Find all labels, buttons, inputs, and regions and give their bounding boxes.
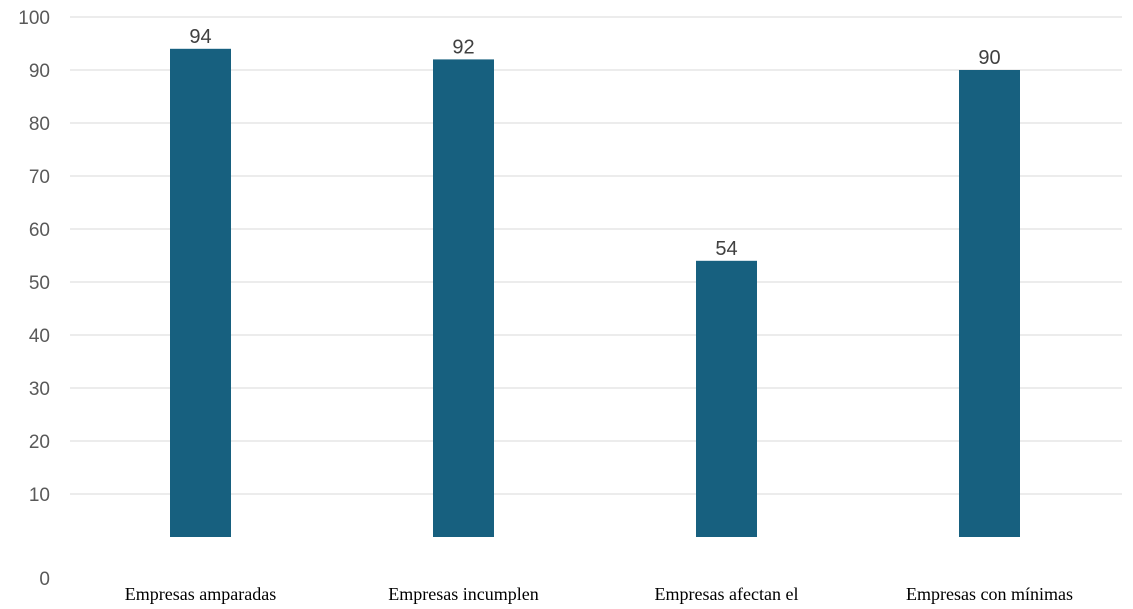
data-label: 94 [189,26,211,48]
bar [696,260,757,537]
data-label: 54 [715,238,737,260]
data-label: 90 [978,47,1000,69]
y-tick-label: 0 [39,569,50,590]
x-category-label: Empresas amparadas [125,584,276,604]
y-tick-label: 70 [29,167,50,188]
y-tick-label: 100 [18,8,50,29]
bar [170,48,231,538]
data-label: 92 [452,36,474,58]
y-tick-label: 30 [29,379,50,400]
x-category-label: Empresas con mínimas [906,584,1073,604]
x-category-label: Empresas incumplen [388,584,538,604]
y-tick-label: 60 [29,220,50,241]
y-tick-label: 80 [29,114,50,135]
y-tick-label: 10 [29,485,50,506]
y-axis-tick-labels: 0 10 20 30 40 50 60 70 80 90 100 [18,8,50,590]
bars [170,48,1020,538]
y-tick-label: 90 [29,61,50,82]
y-tick-label: 40 [29,326,50,347]
x-axis-category-labels: Empresas amparadas Empresas incumplen Empr… [125,584,1073,604]
y-tick-label: 20 [29,432,50,453]
bar [959,70,1020,537]
y-tick-label: 50 [29,273,50,294]
bar [433,59,494,538]
x-category-label: Empresas afectan el [655,584,799,604]
data-labels: 94 92 54 90 [189,26,1000,260]
gridlines [70,16,1122,495]
